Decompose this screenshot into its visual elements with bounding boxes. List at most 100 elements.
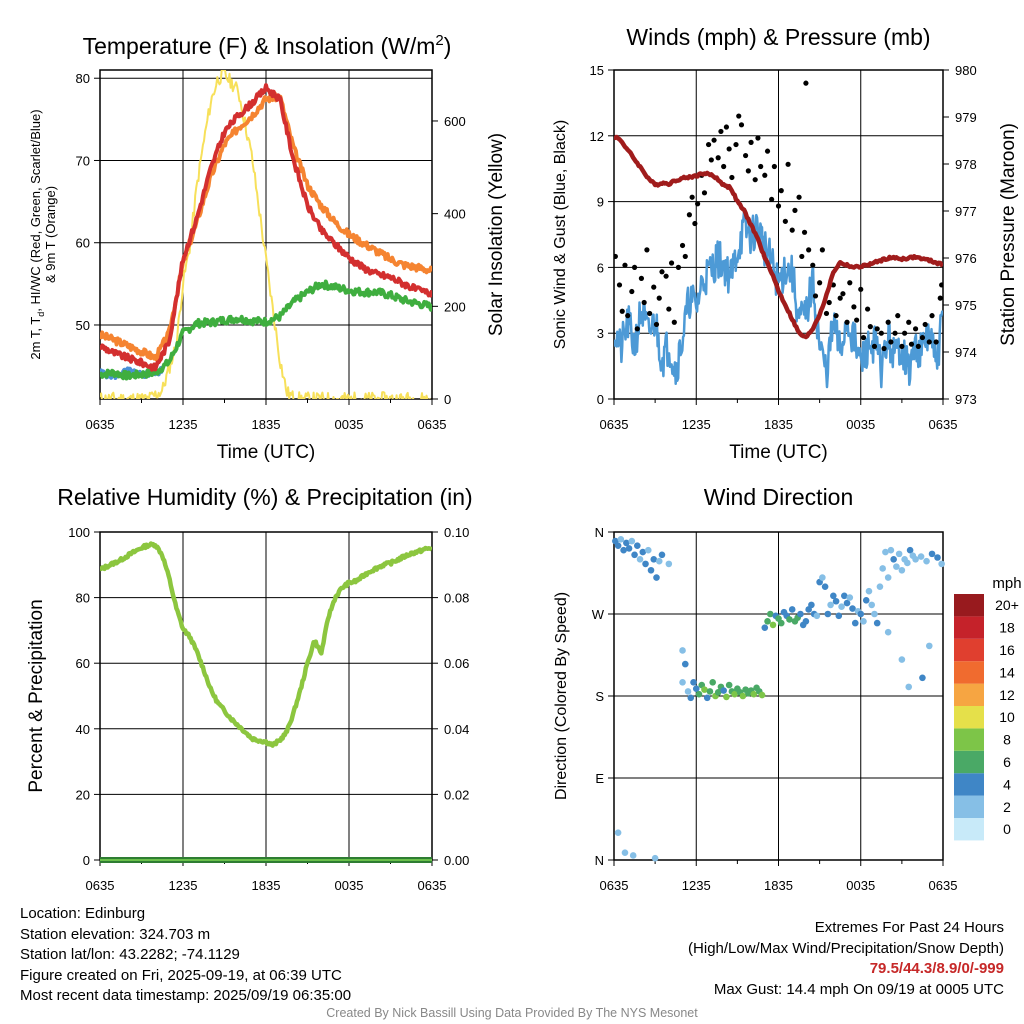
direction-point bbox=[925, 642, 933, 650]
station-elevation: Station elevation: 324.703 m bbox=[20, 925, 211, 943]
gust-point bbox=[723, 124, 730, 130]
y-right-tick-label: 0.04 bbox=[444, 722, 469, 737]
y-tick-label: S bbox=[595, 689, 604, 704]
gust-point bbox=[926, 339, 932, 345]
gust-point bbox=[823, 310, 830, 317]
gust-point bbox=[888, 339, 894, 345]
gust-point bbox=[752, 177, 758, 183]
y-tick-label: 50 bbox=[76, 318, 90, 333]
gust-point bbox=[806, 247, 812, 253]
footer-credit: Created By Nick Bassill Using Data Provi… bbox=[326, 1006, 698, 1020]
direction-point bbox=[917, 553, 925, 560]
direction-point bbox=[788, 606, 796, 613]
humidity-series bbox=[100, 541, 432, 863]
direction-point bbox=[758, 691, 766, 699]
y-tick-label: E bbox=[595, 771, 604, 786]
y-tick-label: N bbox=[595, 853, 604, 868]
direction-point bbox=[706, 688, 714, 695]
y-tick-label: 40 bbox=[76, 722, 90, 737]
legend-label: 14 bbox=[999, 664, 1015, 680]
direction-point bbox=[709, 679, 716, 686]
winds-chart: 0635 1235 1835 0035 0635 0 3 6 9 12 15 973 974 975 976… bbox=[552, 24, 1019, 463]
gust-point bbox=[860, 334, 867, 341]
legend-swatch bbox=[954, 818, 984, 841]
y-tick-label: 12 bbox=[590, 129, 604, 144]
direction-point bbox=[884, 628, 892, 636]
direction-point bbox=[634, 542, 641, 549]
x-tick-label: 0035 bbox=[335, 417, 364, 432]
legend-swatch bbox=[954, 661, 984, 684]
extremes-subtitle: (High/Low/Max Wind/Precipitation/Snow De… bbox=[688, 939, 1004, 957]
series-line-wind bbox=[614, 210, 943, 389]
y-axis-label: 2m T, Td, HI/WC (Red, Green, Scarlet/Blu… bbox=[28, 109, 46, 359]
gust-point bbox=[844, 319, 850, 325]
temperature-series bbox=[100, 70, 432, 399]
direction-point bbox=[797, 610, 804, 618]
x-tick-label: 0635 bbox=[600, 878, 629, 893]
direction-point bbox=[620, 546, 627, 554]
gust-point bbox=[762, 172, 768, 178]
gust-point bbox=[817, 280, 823, 286]
gust-point bbox=[651, 284, 657, 290]
gust-point bbox=[692, 220, 698, 227]
direction-point bbox=[720, 687, 727, 694]
gust-point bbox=[705, 141, 712, 148]
legend-label: 4 bbox=[1003, 776, 1011, 792]
gust-point bbox=[671, 319, 677, 325]
y-tick-label: 20 bbox=[76, 787, 90, 802]
direction-point bbox=[808, 601, 815, 609]
y-tick-label: 0 bbox=[83, 853, 90, 868]
gust-point bbox=[792, 207, 798, 213]
y-axis-label: Direction (Colored By Speed) bbox=[553, 592, 570, 800]
direction-point bbox=[731, 690, 738, 698]
gust-point bbox=[729, 174, 735, 181]
station-info: Location: Edinburg Station elevation: 32… bbox=[20, 904, 351, 1007]
gust-point bbox=[663, 273, 669, 279]
legend-swatch bbox=[954, 706, 984, 729]
series-line-pressure bbox=[614, 134, 943, 340]
gust-point bbox=[826, 299, 832, 306]
direction-point bbox=[827, 601, 834, 609]
gust-point bbox=[634, 326, 640, 332]
gust-point bbox=[771, 163, 777, 170]
direction-point bbox=[701, 686, 708, 693]
direction-point bbox=[761, 624, 769, 631]
direction-chart: 0635 1235 1835 0035 0635 N E S W N Wind Direction D… bbox=[553, 484, 1022, 893]
direction-point bbox=[887, 546, 895, 554]
direction-point bbox=[906, 546, 914, 554]
direction-point bbox=[938, 560, 945, 568]
x-tick-label: 0635 bbox=[600, 417, 629, 432]
gust-point bbox=[874, 326, 880, 332]
direction-point bbox=[904, 559, 911, 567]
y-right-tick-label: 978 bbox=[955, 157, 977, 172]
direction-point bbox=[769, 621, 777, 629]
direction-point bbox=[629, 852, 637, 859]
gust-point bbox=[847, 280, 853, 286]
legend-swatch bbox=[954, 683, 984, 706]
gust-point bbox=[799, 253, 805, 260]
gust-point bbox=[854, 317, 860, 323]
gust-point bbox=[656, 295, 662, 301]
recent-timestamp: Most recent data timestamp: 2025/09/19 0… bbox=[20, 987, 352, 1004]
legend-label: 16 bbox=[999, 642, 1015, 658]
y-axis-label: Percent & Precipitation bbox=[26, 599, 47, 792]
legend-label: 6 bbox=[1003, 754, 1011, 770]
direction-point bbox=[893, 563, 900, 570]
direction-point bbox=[923, 557, 930, 565]
y-right-tick-label: 200 bbox=[444, 299, 466, 314]
direction-point bbox=[912, 556, 919, 563]
direction-point bbox=[830, 592, 837, 600]
y-right-tick-label: 975 bbox=[955, 298, 977, 313]
legend-swatch bbox=[954, 638, 984, 662]
gust-point bbox=[878, 330, 884, 336]
direction-point bbox=[625, 545, 633, 552]
gust-point bbox=[912, 326, 919, 332]
y-right-tick-label: 977 bbox=[955, 204, 977, 219]
direction-point bbox=[928, 550, 936, 558]
chart-title: Temperature (F) & Insolation (W/m2) bbox=[83, 32, 452, 59]
direction-point bbox=[636, 556, 644, 563]
gust-point bbox=[708, 157, 714, 163]
winds-series bbox=[614, 80, 943, 389]
gust-point bbox=[922, 321, 928, 328]
direction-point bbox=[653, 574, 660, 581]
